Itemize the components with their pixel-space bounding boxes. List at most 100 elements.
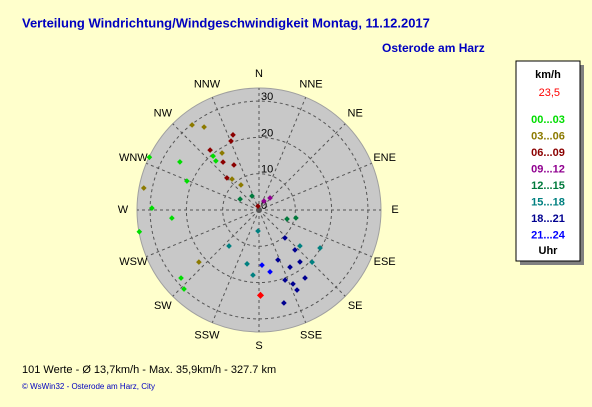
- spoke: [258, 209, 372, 258]
- data-point: [244, 261, 250, 267]
- direction-label: SE: [348, 300, 363, 312]
- data-point: [177, 159, 183, 165]
- r-tick-label: 20: [261, 127, 273, 139]
- spoke: [172, 209, 260, 297]
- legend-footer: Uhr: [539, 245, 559, 257]
- legend-label: 18...21: [531, 213, 565, 225]
- r-tick-label: 0: [261, 200, 267, 212]
- data-point: [281, 300, 287, 306]
- data-point: [292, 247, 298, 253]
- direction-label: NNW: [194, 78, 221, 90]
- data-point: [181, 286, 187, 292]
- data-point: [282, 277, 288, 283]
- data-point: [224, 175, 230, 181]
- spoke: [258, 162, 372, 211]
- data-point: [267, 269, 273, 275]
- data-point: [184, 178, 190, 184]
- data-point: [207, 147, 213, 153]
- data-point: [226, 243, 232, 249]
- current-point: [256, 291, 265, 299]
- data-point: [317, 245, 323, 251]
- data-point: [196, 259, 202, 265]
- legend-label: 06...09: [531, 147, 565, 159]
- data-point: [275, 257, 281, 263]
- legend: [515, 60, 581, 262]
- data-point: [213, 158, 219, 164]
- direction-label: ENE: [373, 152, 396, 164]
- data-point: [220, 159, 226, 165]
- data-point: [287, 264, 293, 270]
- r-tick-label: 10: [261, 164, 273, 176]
- direction-label: NE: [348, 108, 363, 120]
- direction-label: ESE: [374, 256, 396, 268]
- direction-label: N: [255, 68, 263, 80]
- legend-label: 03...06: [531, 130, 565, 142]
- spoke: [211, 97, 260, 211]
- data-point: [136, 228, 143, 235]
- data-point: [178, 275, 184, 281]
- data-point: [237, 196, 243, 202]
- data-point: [282, 235, 288, 241]
- data-point: [259, 262, 265, 268]
- data-point: [250, 272, 256, 278]
- direction-label: SW: [154, 300, 172, 312]
- footer: © WsWin32 - Osterode am Harz, City: [22, 382, 155, 391]
- data-point: [267, 195, 273, 201]
- r-tick-label: 30: [261, 91, 273, 103]
- data-point: [219, 150, 225, 156]
- data-point: [284, 216, 290, 222]
- direction-label: E: [391, 204, 398, 216]
- data-point: [294, 287, 300, 293]
- data-point: [238, 182, 244, 188]
- data-point: [228, 138, 234, 144]
- data-point: [255, 228, 261, 234]
- chart-subtitle: Osterode am Harz: [382, 41, 485, 55]
- spoke: [258, 123, 346, 211]
- direction-label: SSW: [194, 330, 220, 342]
- data-point: [140, 185, 147, 191]
- data-point: [146, 154, 153, 161]
- data-point: [290, 281, 296, 287]
- grid-ring: [149, 100, 369, 320]
- data-point: [249, 193, 255, 199]
- grid-ring: [185, 136, 333, 284]
- chart-title: Verteilung Windrichtung/Windgeschwindigk…: [22, 15, 430, 30]
- data-point: [201, 124, 207, 130]
- legend-label: 00...03: [531, 114, 565, 126]
- spoke: [146, 209, 260, 258]
- legend-label: 09...12: [531, 163, 565, 175]
- direction-label: NNE: [299, 78, 322, 90]
- spoke: [211, 209, 260, 323]
- data-point: [189, 122, 195, 128]
- legend-title: km/h: [535, 69, 561, 81]
- direction-label: WSW: [119, 256, 148, 268]
- direction-label: S: [255, 340, 262, 352]
- grid-ring: [222, 173, 296, 247]
- legend-label: 12...15: [531, 180, 565, 192]
- legend-label: 21...24: [531, 229, 566, 241]
- spoke: [258, 209, 346, 297]
- data-point: [297, 259, 303, 265]
- direction-label: NW: [154, 108, 173, 120]
- legend-label: 15...18: [531, 196, 565, 208]
- data-point: [210, 153, 216, 159]
- data-point: [309, 259, 315, 266]
- spoke: [258, 97, 307, 211]
- spoke: [146, 162, 260, 211]
- spoke: [258, 209, 307, 323]
- data-point: [230, 132, 236, 138]
- direction-label: W: [118, 204, 129, 216]
- data-point: [231, 162, 237, 168]
- data-point: [297, 243, 303, 249]
- summary: 101 Werte - Ø 13,7km/h - Max. 35,9km/h -…: [22, 364, 276, 376]
- data-point: [229, 176, 235, 182]
- data-point: [293, 215, 299, 221]
- current-label: 23,5: [539, 87, 560, 99]
- data-point: [302, 275, 308, 281]
- data-point: [261, 198, 267, 204]
- direction-label: SSE: [300, 330, 322, 342]
- data-point: [169, 215, 175, 221]
- direction-label: WNW: [119, 152, 148, 164]
- data-point: [149, 205, 155, 211]
